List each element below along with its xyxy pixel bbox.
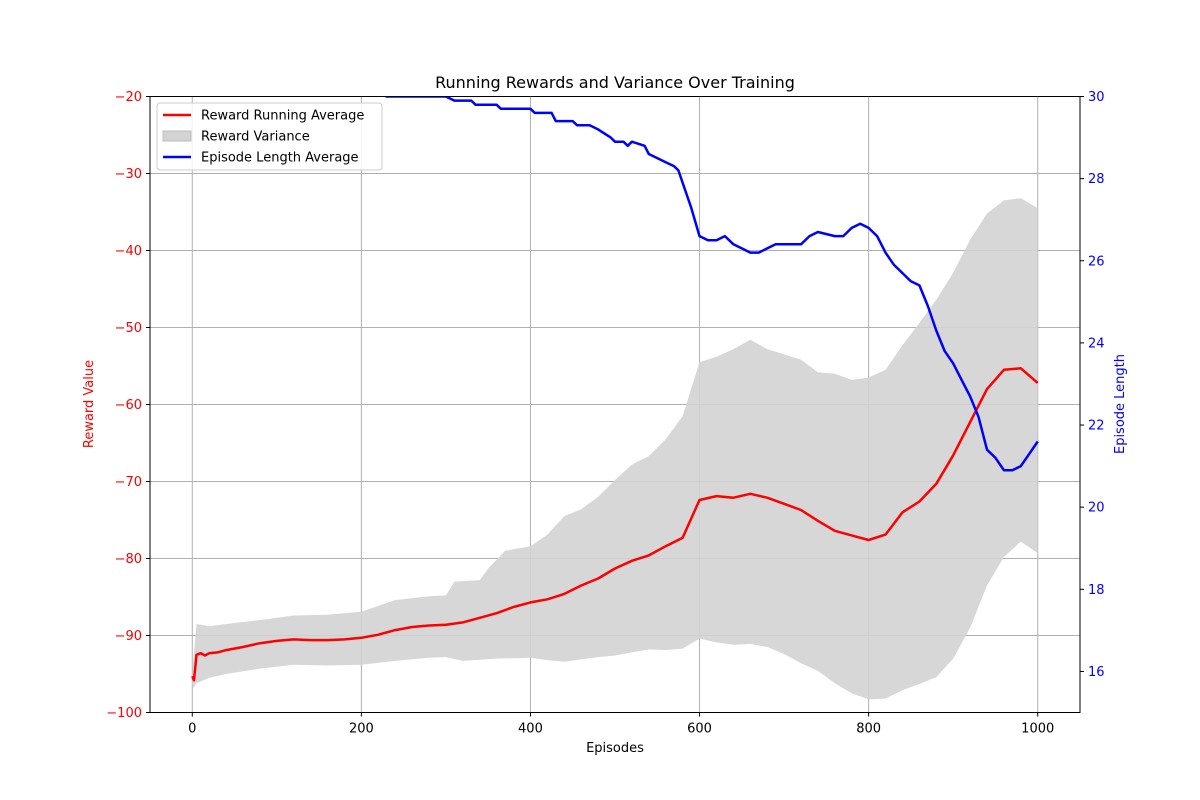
x-tick-label: 200 — [349, 722, 374, 737]
y-left-tick-label: −20 — [115, 90, 142, 105]
y-left-tick-label: −50 — [115, 321, 142, 336]
y-left-tick-label: −60 — [115, 398, 142, 413]
y-right-tick-label: 22 — [1088, 419, 1105, 434]
x-tick-label: 800 — [856, 722, 881, 737]
y-left-tick-label: −70 — [115, 475, 142, 490]
x-axis-label: Episodes — [586, 741, 644, 756]
y-left-tick-label: −100 — [106, 706, 142, 721]
legend-label: Episode Length Average — [201, 151, 359, 166]
x-axis: 0 200 400 600 800 1000 — [188, 712, 1054, 737]
y-right-tick-label: 20 — [1088, 501, 1105, 516]
y-right-tick-label: 28 — [1088, 172, 1105, 187]
legend-label: Reward Variance — [201, 130, 310, 145]
legend-box — [156, 102, 383, 171]
y-left-tick-label: −40 — [115, 244, 142, 259]
y-right-tick-label: 18 — [1088, 583, 1105, 598]
y-right-tick-label: 26 — [1088, 254, 1105, 269]
x-tick-label: 0 — [188, 722, 196, 737]
series-lines-layer — [191, 96, 1039, 682]
x-tick-label: 600 — [687, 722, 712, 737]
y-left-tick-label: −30 — [115, 167, 142, 182]
y-right-tick-label: 30 — [1088, 90, 1105, 105]
x-tick-label: 400 — [518, 722, 543, 737]
episode-length-line — [383, 96, 1039, 472]
reward-variance-band — [192, 198, 1038, 700]
x-tick-label: 1000 — [1021, 722, 1054, 737]
y-axis-right: 16 18 20 22 24 26 28 30 — [1080, 90, 1105, 680]
y-right-tick-label: 24 — [1088, 336, 1105, 351]
variance-band-layer — [192, 198, 1038, 700]
y-left-tick-label: −80 — [115, 552, 142, 567]
chart-title: Running Rewards and Variance Over Traini… — [435, 73, 795, 92]
y-axis-left-label: Reward Value — [82, 360, 97, 448]
y-axis-left: −100 −90 −80 −70 −60 −50 −40 −30 −20 — [106, 90, 150, 721]
y-axis-right-label: Episode Length — [1113, 354, 1128, 454]
legend-label: Reward Running Average — [201, 109, 364, 124]
y-right-tick-label: 16 — [1088, 665, 1105, 680]
legend: Reward Running Average Reward Variance Epi… — [156, 102, 383, 171]
reward-average-line — [191, 367, 1039, 682]
y-left-tick-label: −90 — [115, 629, 142, 644]
legend-swatch-variance — [162, 130, 192, 142]
